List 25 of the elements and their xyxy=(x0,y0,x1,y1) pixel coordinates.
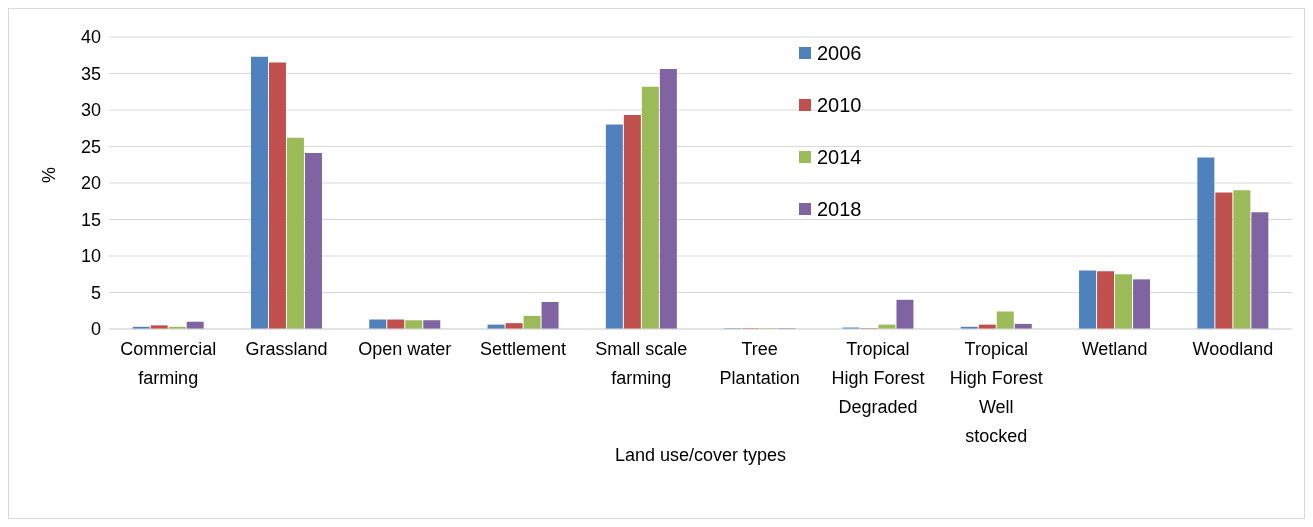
x-tick-label: Tropical High Forest Degraded xyxy=(831,339,925,417)
legend-label: 2014 xyxy=(817,145,862,169)
y-tick-label: 30 xyxy=(80,100,101,121)
x-tick-label: Settlement xyxy=(480,339,567,359)
y-tick-label: 0 xyxy=(90,319,101,340)
x-axis-title: Land use/cover types xyxy=(614,445,787,465)
x-tick-label: Commercial farming xyxy=(120,339,217,388)
legend-label: 2018 xyxy=(817,197,862,221)
x-tick-label: Open water xyxy=(358,339,452,359)
y-tick-label: 5 xyxy=(90,282,101,303)
y-tick-label: 10 xyxy=(80,246,101,267)
x-tick-label: Grassland xyxy=(245,339,328,359)
x-tick-label: Woodland xyxy=(1192,339,1274,359)
x-tick-label: Tropical High Forest Well stocked xyxy=(949,339,1043,446)
legend-label: 2006 xyxy=(817,41,862,65)
y-tick-label: 40 xyxy=(80,27,101,48)
y-tick-label: 25 xyxy=(80,136,101,157)
x-tick-label: Small scale farming xyxy=(595,339,688,388)
y-tick-label: 15 xyxy=(80,209,101,230)
y-axis-title: % xyxy=(39,166,60,183)
y-tick-label: 35 xyxy=(80,63,101,84)
x-tick-label: Tree Plantation xyxy=(719,339,800,388)
x-tick-label: Wetland xyxy=(1081,339,1148,359)
y-tick-label: 20 xyxy=(80,173,101,194)
legend-label: 2010 xyxy=(817,93,862,117)
